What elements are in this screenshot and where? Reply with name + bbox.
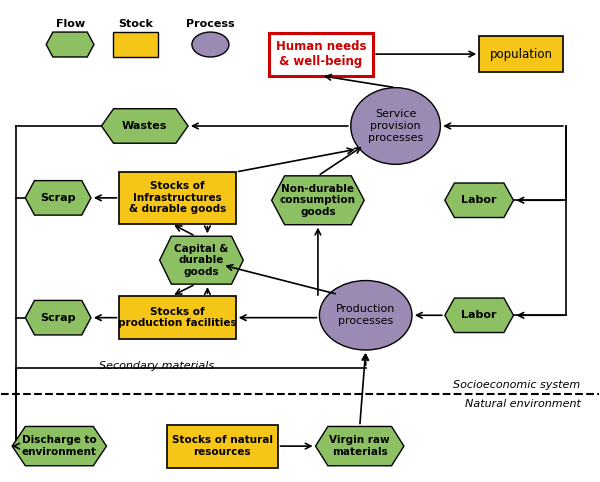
Polygon shape	[445, 183, 514, 217]
FancyBboxPatch shape	[113, 32, 158, 57]
Text: Scrap: Scrap	[40, 193, 76, 203]
FancyBboxPatch shape	[119, 296, 236, 339]
Text: Labor: Labor	[461, 195, 497, 205]
Polygon shape	[272, 176, 364, 225]
Polygon shape	[160, 236, 243, 284]
Polygon shape	[316, 427, 404, 466]
Polygon shape	[46, 32, 94, 57]
Text: Production
processes: Production processes	[336, 305, 395, 326]
Text: Process: Process	[186, 19, 235, 29]
Ellipse shape	[192, 32, 229, 57]
Polygon shape	[25, 300, 91, 335]
Ellipse shape	[319, 281, 412, 350]
Text: Socioeconomic system: Socioeconomic system	[454, 380, 581, 390]
FancyBboxPatch shape	[167, 425, 278, 468]
Text: Wastes: Wastes	[122, 121, 167, 131]
Text: Virgin raw
materials: Virgin raw materials	[329, 435, 390, 457]
Polygon shape	[101, 109, 188, 143]
FancyBboxPatch shape	[269, 33, 373, 76]
Text: Stocks of
production facilities: Stocks of production facilities	[118, 307, 237, 328]
Polygon shape	[25, 181, 91, 215]
FancyBboxPatch shape	[479, 36, 563, 72]
Text: population: population	[490, 48, 553, 61]
Text: Scrap: Scrap	[40, 313, 76, 322]
Text: Stocks of natural
resources: Stocks of natural resources	[172, 435, 273, 457]
Text: Discharge to
environment: Discharge to environment	[22, 435, 97, 457]
Text: Capital &
durable
goods: Capital & durable goods	[175, 243, 229, 277]
FancyBboxPatch shape	[119, 172, 236, 224]
Text: Labor: Labor	[461, 310, 497, 320]
Ellipse shape	[351, 88, 440, 164]
Text: Stock: Stock	[118, 19, 153, 29]
Text: Secondary materials: Secondary materials	[99, 361, 214, 371]
Text: Human needs
& well-being: Human needs & well-being	[275, 40, 366, 68]
Text: Flow: Flow	[56, 19, 85, 29]
Text: Non-durable
consumption
goods: Non-durable consumption goods	[280, 184, 356, 217]
Polygon shape	[445, 298, 514, 333]
Text: Service
provision
processes: Service provision processes	[368, 109, 423, 143]
Polygon shape	[12, 427, 107, 466]
Text: Stocks of
Infrastructures
& durable goods: Stocks of Infrastructures & durable good…	[129, 181, 226, 214]
Text: Natural environment: Natural environment	[465, 399, 581, 409]
